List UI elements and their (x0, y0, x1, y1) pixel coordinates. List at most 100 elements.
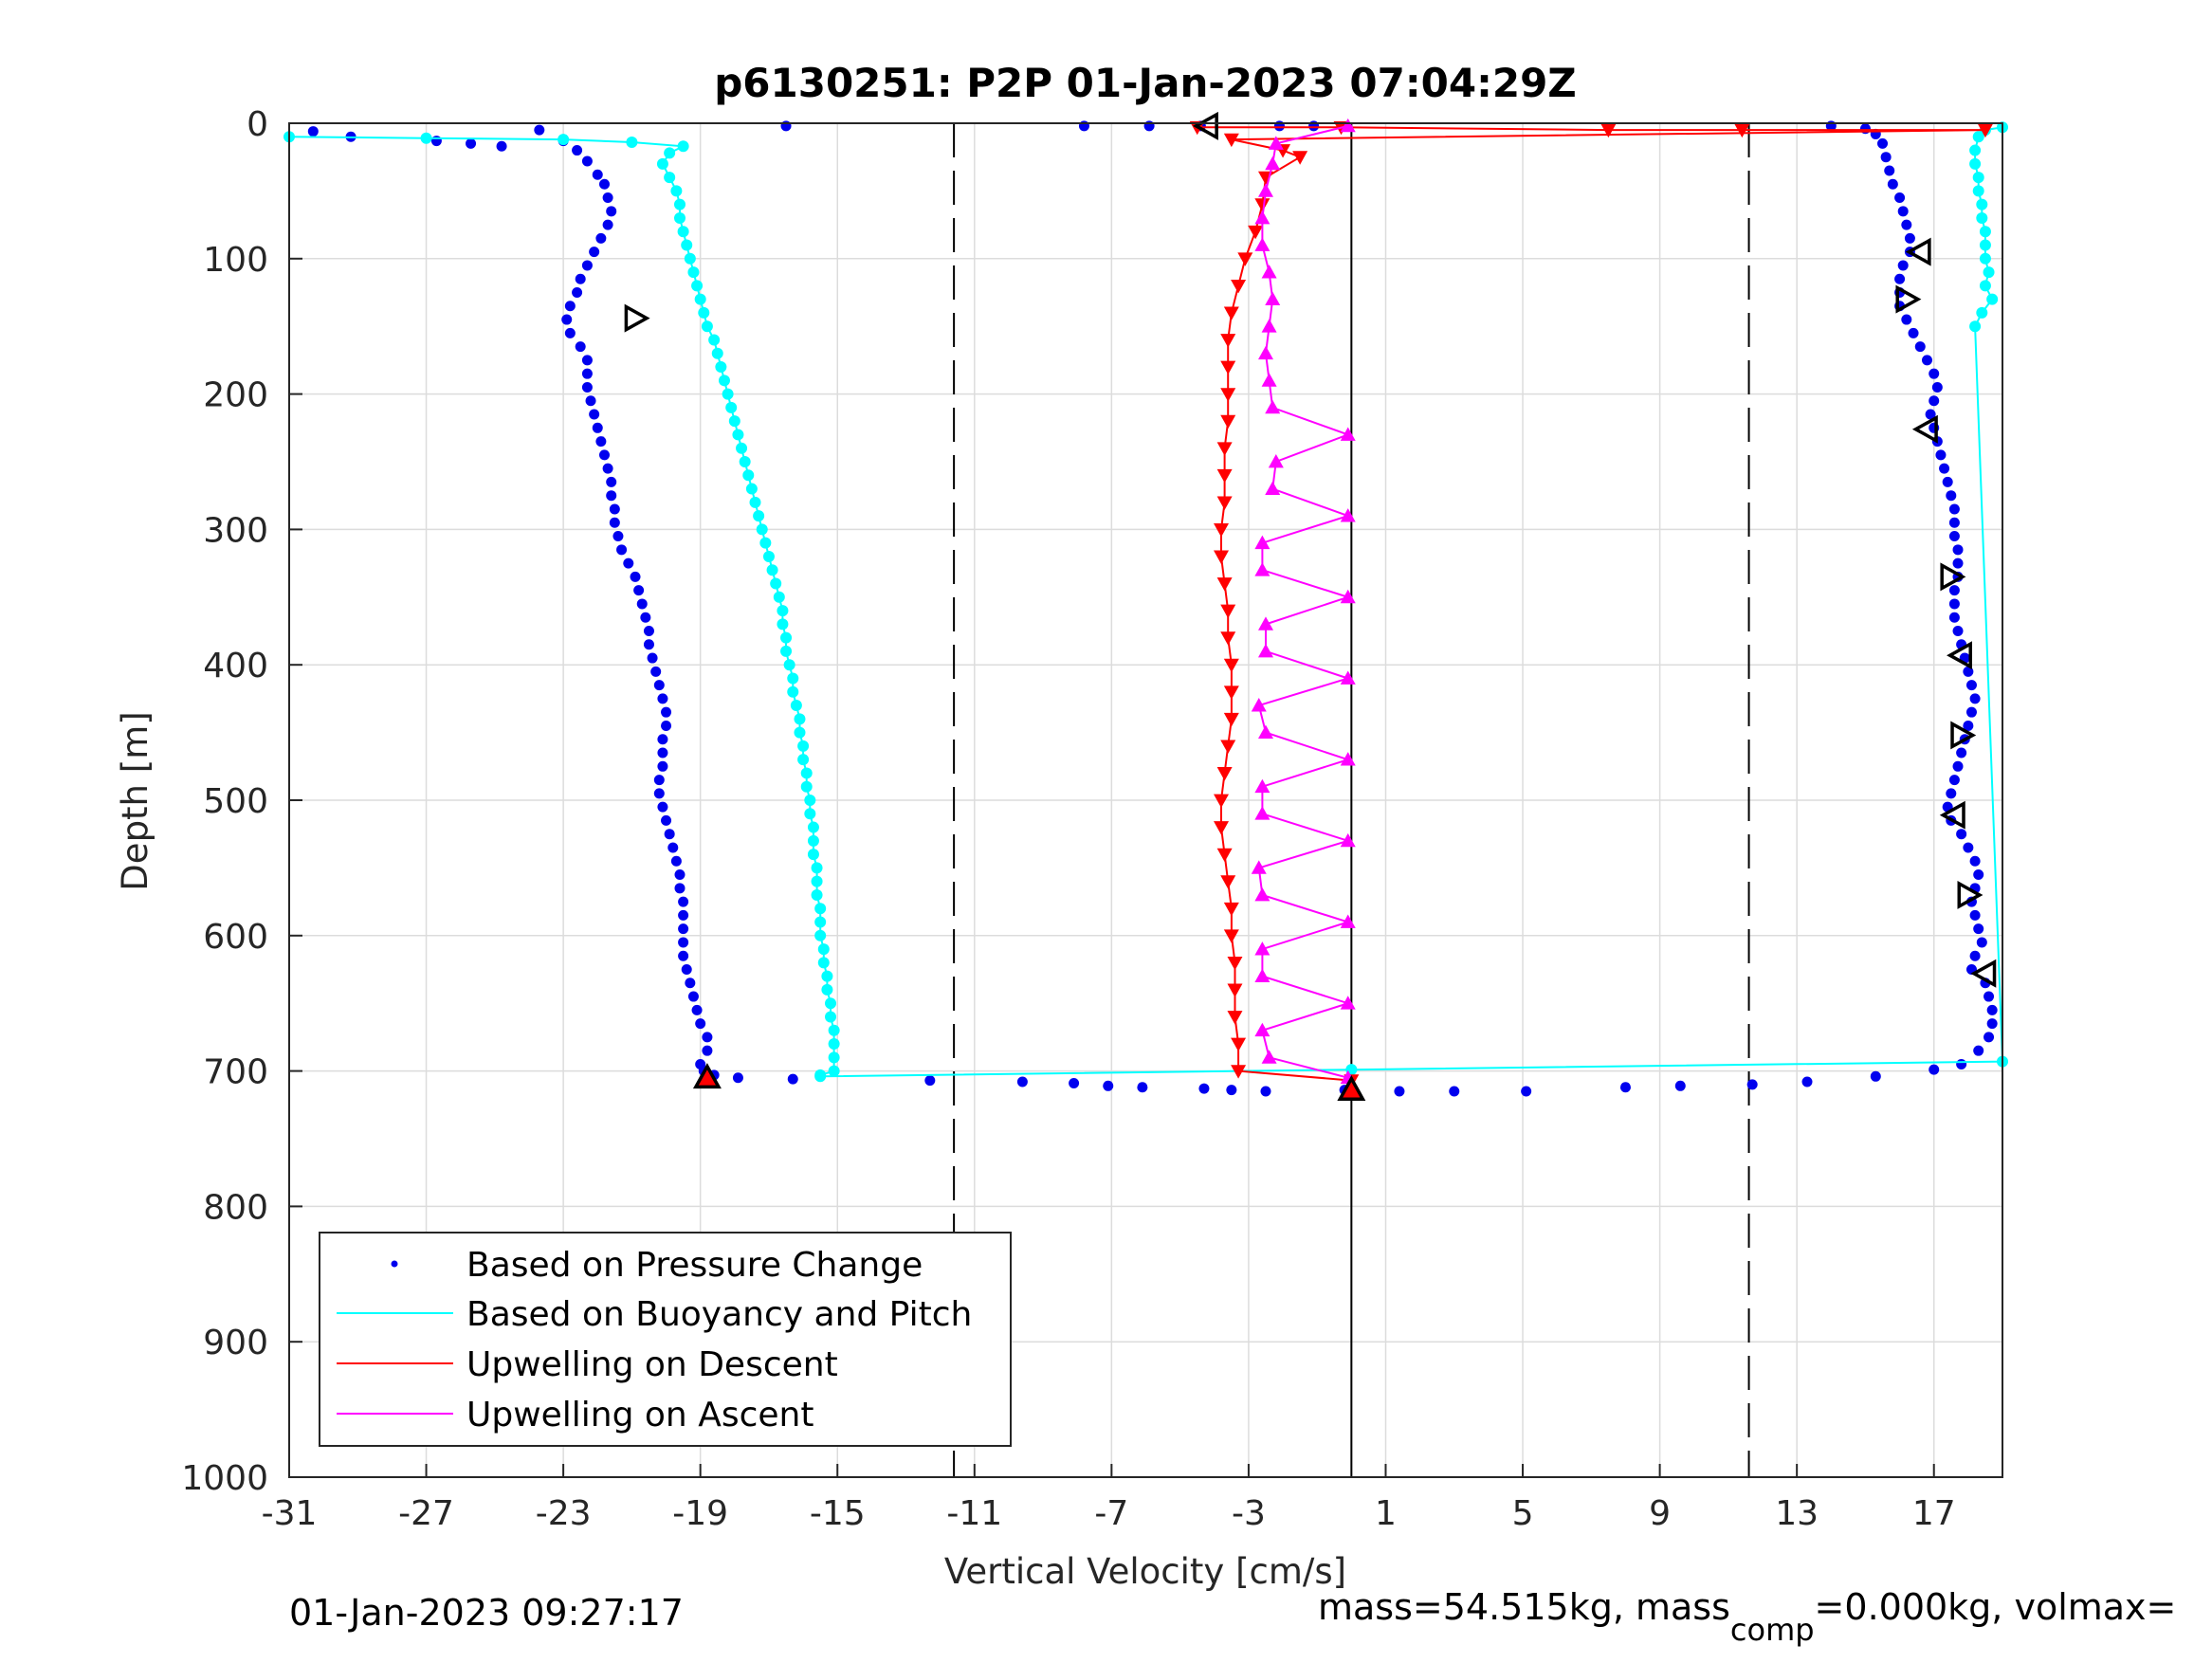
buoyancy-point (811, 862, 823, 874)
pressure-point (674, 869, 686, 881)
pressure-point (1963, 720, 1974, 731)
upwelling-marker-down (1220, 604, 1236, 619)
upwelling-marker-down (1214, 821, 1230, 835)
pressure-point (1198, 1083, 1210, 1094)
upwelling-marker-down (1237, 252, 1253, 266)
pressure-point (612, 531, 624, 542)
upwelling-marker-up (1251, 860, 1267, 874)
y-tick-label: 300 (203, 511, 268, 550)
upwelling-marker-up (1257, 724, 1273, 739)
buoyancy-point (773, 591, 785, 603)
legend-label-ascent: Upwelling on Ascent (466, 1396, 814, 1435)
pressure-point (1965, 680, 1977, 691)
pressure-point (1801, 1076, 1813, 1087)
pressure-point (1952, 544, 1964, 556)
buoyancy-point (732, 429, 744, 441)
pressure-point (1948, 598, 1960, 610)
pressure-point (602, 192, 613, 204)
pressure-point (595, 232, 607, 244)
pressure-point (1069, 1077, 1080, 1088)
x-axis-label: Vertical Velocity [cm/s] (944, 1551, 1346, 1592)
upwelling-marker-up (1261, 265, 1277, 279)
buoyancy-point (828, 1065, 840, 1077)
buoyancy-point (787, 685, 799, 698)
buoyancy-point (745, 483, 758, 495)
buoyancy-point (677, 226, 689, 238)
pressure-point (1897, 260, 1909, 271)
turn-marker (1895, 284, 1922, 314)
buoyancy-point (753, 510, 765, 522)
pressure-point (1894, 192, 1906, 204)
upwelling-marker-down (1216, 848, 1233, 863)
y-tick-label: 0 (247, 105, 268, 144)
buoyancy-point (558, 134, 570, 146)
upwelling-marker-down (1220, 631, 1236, 646)
legend-label-buoyancy: Based on Buoyancy and Pitch (466, 1295, 972, 1334)
x-tick-label: -3 (1232, 1494, 1266, 1533)
pressure-point (1983, 1032, 1995, 1043)
buoyancy-point (787, 672, 799, 685)
upwelling-marker-up (1261, 319, 1277, 333)
upwelling-marker-down (1216, 496, 1233, 510)
upwelling-marker-up (1261, 1050, 1277, 1064)
pressure-point (1935, 449, 1947, 461)
tick-layer: -31 -27 -23 -19 -15 -11 -7 -3 1 5 9 13 1701002003004… (181, 105, 1955, 1533)
series-triangle-up (1251, 118, 1356, 1085)
turn-marker (624, 303, 650, 333)
turn-marker (1939, 800, 1965, 830)
pressure-point (572, 287, 583, 298)
pressure-point (1894, 273, 1906, 284)
y-tick-label: 200 (203, 376, 268, 415)
buoyancy-point (790, 700, 802, 712)
upwelling-marker-up (1340, 508, 1356, 522)
buoyancy-point (715, 361, 727, 374)
pressure-point (1137, 1082, 1148, 1093)
y-tick-label: 700 (203, 1053, 268, 1092)
pressure-point (1394, 1086, 1405, 1097)
upwelling-marker-down (1231, 1065, 1247, 1079)
upwelling-marker-up (1268, 454, 1284, 468)
pressure-point (1921, 355, 1932, 366)
pressure-point (630, 571, 641, 582)
legend: Based on Pressure Change Based on Buoyan… (319, 1232, 1012, 1447)
y-tick-label: 800 (203, 1188, 268, 1227)
pressure-point (657, 734, 668, 745)
footer-mass-rest: =0.000kg, volmax= (1815, 1586, 2177, 1628)
pressure-point (602, 219, 613, 230)
pressure-point (609, 503, 620, 515)
pressure-point (589, 409, 600, 420)
upwelling-marker-up (1340, 914, 1356, 928)
pressure-point (595, 436, 607, 448)
buoyancy-point (1979, 280, 1991, 292)
buoyancy-point (807, 849, 819, 861)
buoyancy-point (420, 132, 432, 144)
upwelling-marker-down (1216, 468, 1233, 484)
x-tick-label: -15 (810, 1494, 866, 1533)
pressure-point (1877, 137, 1889, 149)
pressure-point (1103, 1080, 1114, 1091)
buoyancy-point (670, 185, 683, 197)
buoyancy-point (807, 834, 819, 847)
upwelling-marker-down (1220, 875, 1236, 889)
upwelling-marker-up (1340, 996, 1356, 1010)
pressure-point (1948, 517, 1960, 528)
pressure-point (657, 747, 668, 758)
pressure-point (1887, 178, 1898, 190)
pressure-point (1226, 1085, 1237, 1096)
buoyancy-point (821, 983, 833, 996)
upwelling-marker-up (1340, 118, 1356, 133)
buoyancy-point (804, 795, 816, 806)
pressure-point (1449, 1086, 1460, 1097)
buoyancy-point (739, 456, 751, 467)
pressure-point (564, 327, 576, 338)
y-axis-label: Depth [m] (115, 711, 155, 890)
pressure-point (1884, 165, 1895, 176)
pressure-point (575, 341, 586, 353)
buoyancy-point (1969, 320, 1982, 333)
pressure-point (1952, 626, 1964, 636)
pressure-point (1929, 395, 1940, 407)
pressure-point (1904, 232, 1915, 244)
pressure-point (581, 155, 593, 167)
pressure-point (1969, 950, 1981, 961)
